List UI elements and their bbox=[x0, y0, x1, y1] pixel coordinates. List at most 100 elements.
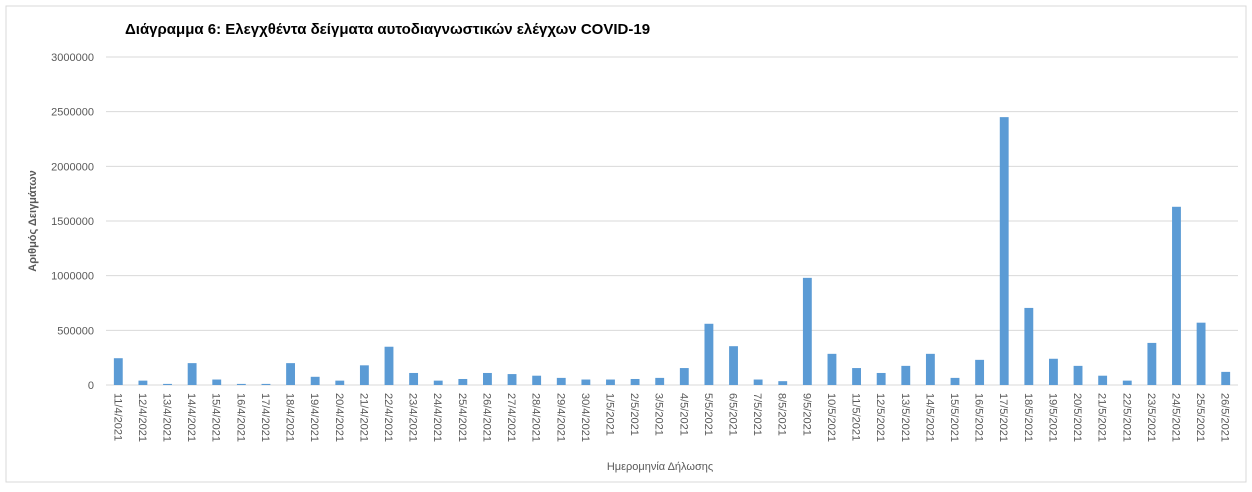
x-tick-label: 9/5/2021 bbox=[800, 393, 812, 436]
x-tick-label: 15/4/2021 bbox=[210, 393, 222, 442]
x-tick-label: 11/5/2021 bbox=[850, 393, 862, 441]
x-tick-label: 14/5/2021 bbox=[923, 393, 935, 442]
bar bbox=[187, 363, 197, 385]
x-tick-label: 28/4/2021 bbox=[530, 393, 542, 442]
bar bbox=[630, 378, 640, 385]
x-tick-label: 16/4/2021 bbox=[234, 393, 246, 442]
bar bbox=[704, 323, 714, 385]
x-tick-label: 21/4/2021 bbox=[357, 393, 369, 442]
x-tick-label: 18/5/2021 bbox=[1022, 393, 1034, 442]
bar bbox=[163, 383, 172, 385]
x-tick-label: 2/5/2021 bbox=[628, 393, 640, 436]
bar bbox=[236, 383, 246, 385]
chart-border bbox=[5, 5, 1247, 483]
x-tick-label: 29/4/2021 bbox=[554, 393, 566, 442]
bar bbox=[310, 376, 320, 385]
bar bbox=[1147, 342, 1157, 385]
x-tick-label: 19/5/2021 bbox=[1046, 393, 1058, 442]
y-tick-label: 1500000 bbox=[51, 216, 94, 228]
bar bbox=[876, 372, 886, 385]
x-tick-label: 6/5/2021 bbox=[727, 393, 739, 436]
bar bbox=[532, 375, 542, 385]
bar bbox=[1172, 206, 1181, 385]
chart-title: Διάγραμμα 6: Ελεγχθέντα δείγματα αυτοδια… bbox=[125, 21, 650, 38]
x-tick-label: 12/5/2021 bbox=[874, 393, 886, 442]
x-tick-label: 1/5/2021 bbox=[603, 393, 615, 436]
bar bbox=[286, 363, 295, 385]
bar bbox=[113, 358, 123, 385]
bar bbox=[556, 377, 566, 385]
x-tick-label: 8/5/2021 bbox=[776, 393, 788, 436]
x-tick-label: 24/4/2021 bbox=[431, 393, 443, 442]
bar bbox=[359, 365, 369, 385]
bar bbox=[679, 368, 689, 385]
y-axis-label: Αριθμός Δειγμάτων bbox=[27, 170, 39, 271]
x-tick-label: 19/4/2021 bbox=[308, 393, 320, 442]
x-tick-label: 11/4/2021 bbox=[111, 393, 123, 441]
bar bbox=[999, 117, 1009, 385]
bar bbox=[212, 379, 222, 385]
bar bbox=[655, 377, 665, 385]
y-tick-label: 0 bbox=[88, 380, 94, 392]
bar bbox=[753, 379, 763, 385]
bar bbox=[606, 379, 615, 385]
bar bbox=[1196, 322, 1206, 385]
bar bbox=[384, 346, 394, 385]
bar bbox=[925, 353, 935, 385]
x-tick-label: 13/5/2021 bbox=[899, 393, 911, 442]
x-tick-label: 21/5/2021 bbox=[1096, 393, 1108, 442]
bar bbox=[901, 365, 911, 385]
x-tick-label: 17/4/2021 bbox=[259, 393, 271, 442]
x-tick-label: 12/4/2021 bbox=[136, 393, 148, 442]
x-tick-label: 27/4/2021 bbox=[505, 393, 517, 442]
x-tick-label: 17/5/2021 bbox=[997, 393, 1009, 442]
x-tick-label: 13/4/2021 bbox=[161, 393, 173, 442]
x-tick-label: 22/4/2021 bbox=[382, 393, 394, 442]
x-tick-label: 24/5/2021 bbox=[1169, 393, 1181, 442]
x-tick-label: 5/5/2021 bbox=[702, 393, 714, 436]
bar bbox=[1049, 358, 1058, 385]
x-tick-label: 18/4/2021 bbox=[284, 393, 296, 442]
bar bbox=[1024, 307, 1034, 385]
x-tick-label: 10/5/2021 bbox=[825, 393, 837, 442]
x-tick-label: 25/4/2021 bbox=[456, 393, 468, 442]
x-tick-label: 30/4/2021 bbox=[579, 393, 591, 442]
bar bbox=[335, 380, 345, 385]
y-tick-label: 3000000 bbox=[51, 52, 94, 64]
x-tick-label: 7/5/2021 bbox=[751, 393, 763, 436]
bar bbox=[1073, 365, 1083, 385]
bar bbox=[802, 277, 812, 385]
x-tick-label: 15/5/2021 bbox=[948, 393, 960, 442]
x-tick-label: 26/5/2021 bbox=[1219, 393, 1231, 442]
bar bbox=[778, 381, 788, 385]
bar bbox=[261, 383, 271, 385]
bar bbox=[138, 380, 148, 385]
x-tick-label: 4/5/2021 bbox=[677, 393, 689, 436]
bar bbox=[827, 353, 837, 385]
bar bbox=[1122, 380, 1132, 385]
x-tick-label: 20/4/2021 bbox=[333, 393, 345, 442]
bar bbox=[852, 368, 861, 385]
bar bbox=[950, 377, 960, 385]
x-tick-label: 26/4/2021 bbox=[480, 393, 492, 442]
bar bbox=[483, 372, 492, 385]
bar bbox=[581, 379, 591, 385]
bar bbox=[458, 378, 468, 385]
bar bbox=[975, 359, 985, 385]
bar bbox=[409, 372, 419, 385]
x-tick-label: 3/5/2021 bbox=[653, 393, 665, 436]
y-tick-label: 2000000 bbox=[51, 161, 94, 173]
bar bbox=[1098, 375, 1108, 385]
bar bbox=[507, 374, 517, 385]
bar bbox=[729, 346, 738, 385]
x-tick-label: 23/5/2021 bbox=[1145, 393, 1157, 442]
x-tick-label: 16/5/2021 bbox=[973, 393, 985, 442]
y-tick-label: 2500000 bbox=[51, 107, 94, 119]
y-tick-label: 500000 bbox=[57, 325, 94, 337]
x-tick-label: 22/5/2021 bbox=[1120, 393, 1132, 442]
x-tick-label: 23/4/2021 bbox=[407, 393, 419, 442]
bar bbox=[433, 380, 443, 385]
x-tick-label: 25/5/2021 bbox=[1194, 393, 1206, 442]
